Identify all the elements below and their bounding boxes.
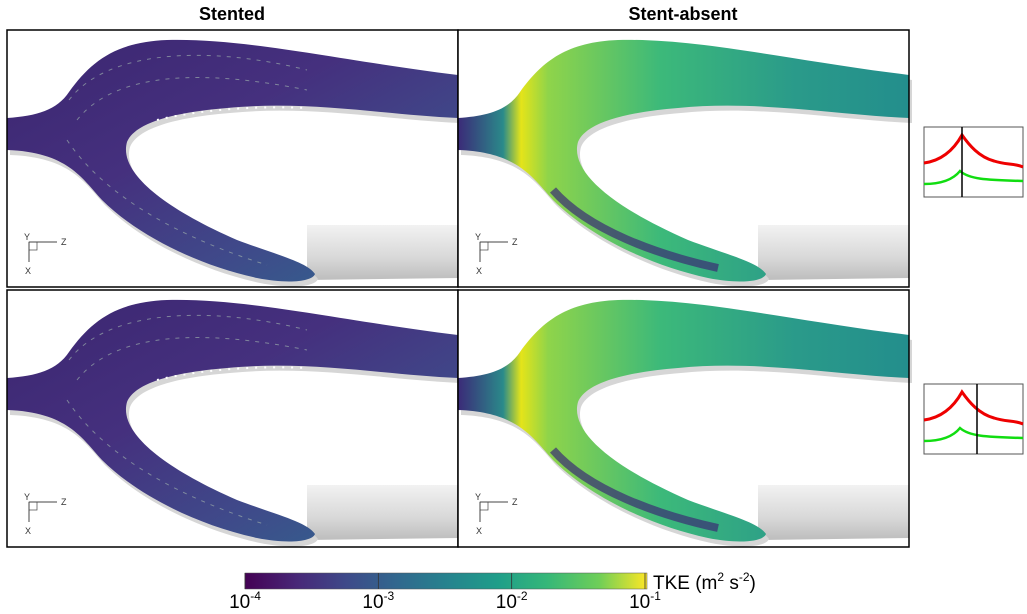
inset-plot [923, 126, 1024, 198]
label-sup: -2 [739, 570, 750, 584]
tick-exponent: -1 [650, 589, 661, 603]
flow-band [549, 447, 719, 532]
triad-label: Z [512, 497, 518, 507]
tick-base: 10 [229, 592, 250, 613]
label-part: s [724, 573, 739, 594]
column-title: Stent-absent [628, 4, 737, 24]
triad-label: X [25, 266, 31, 276]
triad-label: Z [61, 497, 67, 507]
colorbar-tick-label: 10-3 [362, 589, 394, 613]
triad-label: Z [512, 237, 518, 247]
triad-label: Y [475, 232, 481, 242]
tick-exponent: -4 [250, 589, 261, 603]
panel: Y Z X [6, 29, 461, 288]
column-title: Stented [199, 4, 265, 24]
label-sup: 2 [717, 570, 724, 584]
colorbar-tick-label: 10-4 [229, 589, 261, 613]
panel: Y Z X [457, 289, 912, 548]
triad-label: X [476, 266, 482, 276]
colorbar-label: TKE (m2 s-2) [653, 570, 756, 594]
colorbar [244, 572, 648, 590]
vessel-wall [758, 485, 909, 540]
stent-struts [66, 314, 308, 526]
inset-plot [923, 383, 1024, 455]
tick-base: 10 [629, 592, 650, 613]
stent-struts [156, 366, 308, 381]
triad-label: Z [61, 237, 67, 247]
triad-label: Y [24, 232, 30, 242]
stent-struts [156, 106, 308, 121]
panel: Y Z X [457, 29, 912, 288]
panel-border [457, 29, 910, 288]
tick-base: 10 [362, 592, 383, 613]
colorbar-tick-label: 10-1 [629, 589, 661, 613]
flow-band [549, 187, 719, 272]
tick-exponent: -2 [517, 589, 528, 603]
triad-label: X [25, 526, 31, 536]
label-part: TKE (m [653, 573, 717, 594]
vessel-wall [758, 225, 909, 280]
tick-exponent: -3 [384, 589, 395, 603]
tick-base: 10 [496, 592, 517, 613]
panel-border [457, 289, 910, 548]
triad-label: X [476, 526, 482, 536]
vessel-wall [307, 485, 458, 540]
stent-struts [66, 54, 308, 266]
panel: Y Z X [6, 289, 461, 548]
colorbar-tick-label: 10-2 [496, 589, 528, 613]
label-part: ) [750, 573, 756, 594]
triad-label: Y [475, 492, 481, 502]
vessel-wall [307, 225, 458, 280]
triad-label: Y [24, 492, 30, 502]
panels: Y Z X Y Z X Y Z X Y Z X [6, 29, 912, 548]
colorbar-ticks: 10-4 10-3 10-2 10-1 [229, 573, 661, 613]
